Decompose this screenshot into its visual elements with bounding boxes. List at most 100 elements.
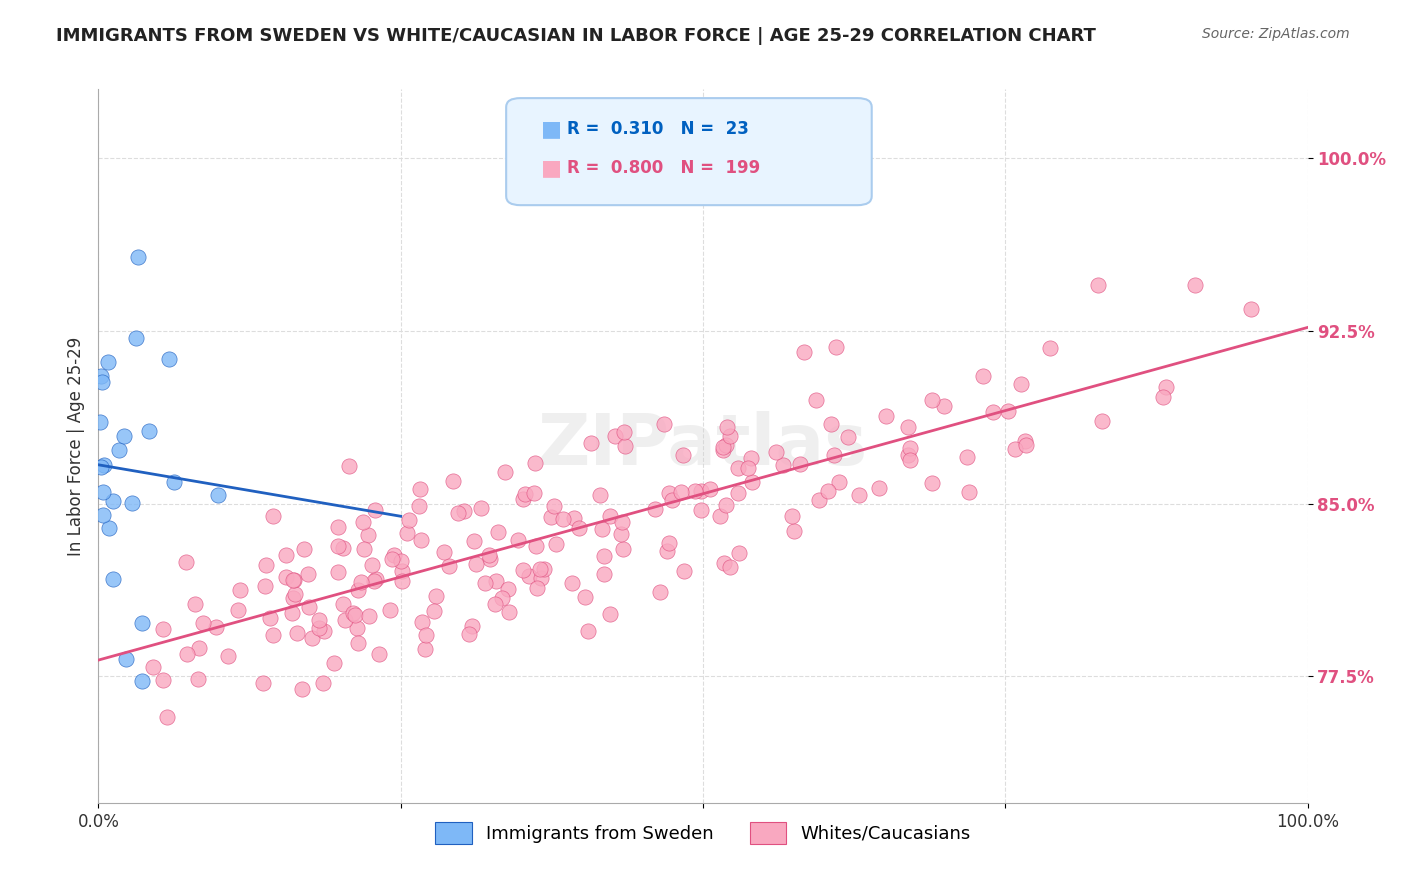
Point — [551, 512, 574, 526]
Point — [276, 570, 298, 584]
Point — [1152, 390, 1174, 404]
Point — [360, 558, 382, 572]
Point — [713, 556, 735, 570]
Point — [523, 486, 546, 500]
Point — [579, 436, 602, 450]
Point — [343, 608, 366, 623]
Point — [346, 621, 368, 635]
Point — [491, 591, 513, 605]
Point — [699, 482, 721, 496]
Point — [441, 475, 464, 489]
Point — [612, 516, 634, 530]
Text: IMMIGRANTS FROM SWEDEN VS WHITE/CAUCASIAN IN LABOR FORCE | AGE 25-29 CORRELATION: IMMIGRANTS FROM SWEDEN VS WHITE/CAUCASIA… — [56, 27, 1097, 45]
Point — [368, 647, 391, 661]
Point — [793, 344, 815, 359]
Point — [93, 458, 115, 472]
Point — [1010, 377, 1032, 392]
Text: R =  0.310   N =  23: R = 0.310 N = 23 — [567, 120, 748, 138]
Point — [152, 673, 174, 687]
Point — [574, 590, 596, 604]
Point — [605, 429, 627, 443]
Point — [898, 452, 921, 467]
Point — [1014, 434, 1036, 448]
Point — [592, 566, 614, 581]
Point — [366, 572, 388, 586]
Point — [956, 450, 979, 464]
Point — [253, 579, 276, 593]
Point — [599, 607, 621, 621]
Point — [470, 500, 492, 515]
Text: ■: ■ — [541, 120, 562, 139]
Point — [543, 499, 565, 513]
Point — [115, 652, 138, 666]
Point — [103, 572, 125, 586]
Point — [359, 608, 381, 623]
Point — [672, 564, 695, 578]
Point — [506, 533, 529, 547]
Point — [447, 506, 470, 520]
Point — [765, 444, 787, 458]
Point — [1039, 342, 1062, 356]
Point — [540, 509, 562, 524]
Point — [529, 561, 551, 575]
Point — [900, 441, 922, 455]
Point — [409, 482, 432, 496]
Point — [328, 540, 350, 554]
Point — [614, 439, 637, 453]
Point — [89, 415, 111, 429]
Point — [1015, 438, 1038, 452]
Point — [837, 430, 859, 444]
Point — [897, 420, 920, 434]
Point — [820, 417, 842, 431]
Point — [669, 485, 692, 500]
Point — [486, 525, 509, 540]
Point — [281, 591, 304, 606]
Point — [297, 566, 319, 581]
Point — [262, 628, 284, 642]
Point — [138, 424, 160, 438]
Point — [308, 613, 330, 627]
Point — [672, 448, 695, 462]
Point — [112, 429, 135, 443]
Point — [997, 404, 1019, 418]
Point — [658, 486, 681, 500]
Point — [1239, 302, 1261, 317]
Point — [433, 545, 456, 559]
Point — [485, 574, 508, 588]
Point — [262, 509, 284, 524]
Point — [560, 576, 582, 591]
Point — [156, 710, 179, 724]
Text: Source: ZipAtlas.com: Source: ZipAtlas.com — [1202, 27, 1350, 41]
Point — [350, 575, 373, 590]
Point — [716, 437, 738, 451]
Point — [513, 486, 536, 500]
Point — [1184, 277, 1206, 292]
Point — [281, 573, 304, 587]
Point — [347, 582, 370, 597]
Point — [254, 558, 277, 572]
Point — [1087, 278, 1109, 293]
Point — [589, 487, 612, 501]
Point — [382, 548, 405, 562]
Point — [188, 640, 211, 655]
Point — [897, 448, 920, 462]
Point — [301, 632, 323, 646]
Point — [283, 573, 305, 587]
Point — [591, 522, 613, 536]
Point — [972, 369, 994, 384]
Point — [496, 582, 519, 597]
Point — [610, 527, 633, 541]
Y-axis label: In Labor Force | Age 25-29: In Labor Force | Age 25-29 — [66, 336, 84, 556]
Text: ZIPatlas: ZIPatlas — [538, 411, 868, 481]
Point — [737, 461, 759, 475]
Point — [229, 583, 252, 598]
Point — [205, 620, 228, 634]
Text: R =  0.800   N =  199: R = 0.800 N = 199 — [567, 159, 759, 177]
Point — [848, 488, 870, 502]
Point — [90, 368, 112, 383]
Point — [415, 628, 437, 642]
Point — [363, 574, 385, 588]
Point — [740, 451, 762, 466]
Point — [425, 589, 447, 603]
Point — [828, 475, 851, 490]
